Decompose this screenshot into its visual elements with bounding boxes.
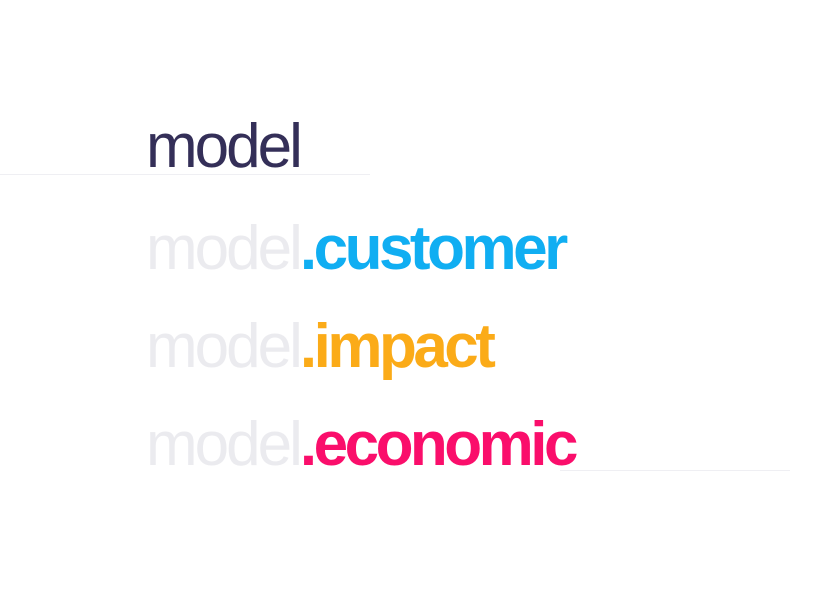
economic-suffix: .economic — [299, 410, 579, 479]
model-economic-line: model.economic — [146, 414, 579, 476]
model-line: model — [146, 116, 303, 178]
divider-line-top — [0, 174, 370, 175]
model-customer-line: model.customer — [146, 218, 568, 280]
model-word-faded: model — [146, 214, 303, 283]
model-impact-line: model.impact — [146, 316, 496, 378]
model-word-faded: model — [146, 312, 303, 381]
impact-suffix: .impact — [299, 312, 496, 381]
divider-line-bottom — [560, 470, 790, 471]
customer-suffix: .customer — [299, 214, 568, 283]
model-word-faded: model — [146, 410, 303, 479]
model-word: model — [146, 112, 303, 181]
